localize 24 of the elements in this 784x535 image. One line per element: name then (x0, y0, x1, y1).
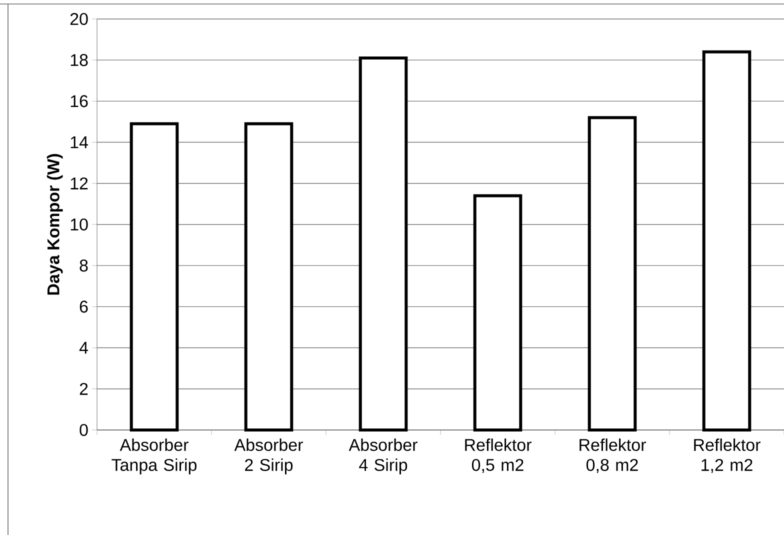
x-tick-label: Absorber 2 Sirip (234, 438, 303, 474)
y-tick-label: 16 (70, 95, 88, 108)
y-tick-label: 12 (70, 177, 88, 190)
y-tick-label: 18 (70, 54, 88, 66)
bar (473, 194, 522, 432)
y-tick-label: 8 (80, 260, 88, 272)
bar (244, 122, 294, 432)
x-tick-label: Reflektor 0,8 m2 (580, 438, 646, 473)
y-tick-label: 4 (79, 342, 88, 354)
y-tick-label: 0 (80, 424, 88, 436)
bar (358, 56, 408, 432)
bar (130, 122, 179, 432)
x-tick-label: Absorber 4 Sirip (348, 438, 418, 474)
y-tick-label: 20 (70, 12, 88, 26)
x-tick-label: Reflektor 1,2 m2 (694, 438, 760, 473)
y-tick-label: 10 (70, 218, 88, 231)
bar (588, 116, 637, 432)
y-tick-label: 6 (80, 300, 88, 313)
y-tick-label: 14 (70, 136, 88, 148)
y-axis-title: Daya Kompor (W) (46, 154, 63, 295)
x-tick-label: Reflektor 0,5 m2 (465, 438, 532, 473)
x-tick-label: Absorber Tanpa Sirip (112, 438, 197, 474)
bar (702, 50, 752, 432)
y-tick-label: 2 (80, 382, 88, 395)
